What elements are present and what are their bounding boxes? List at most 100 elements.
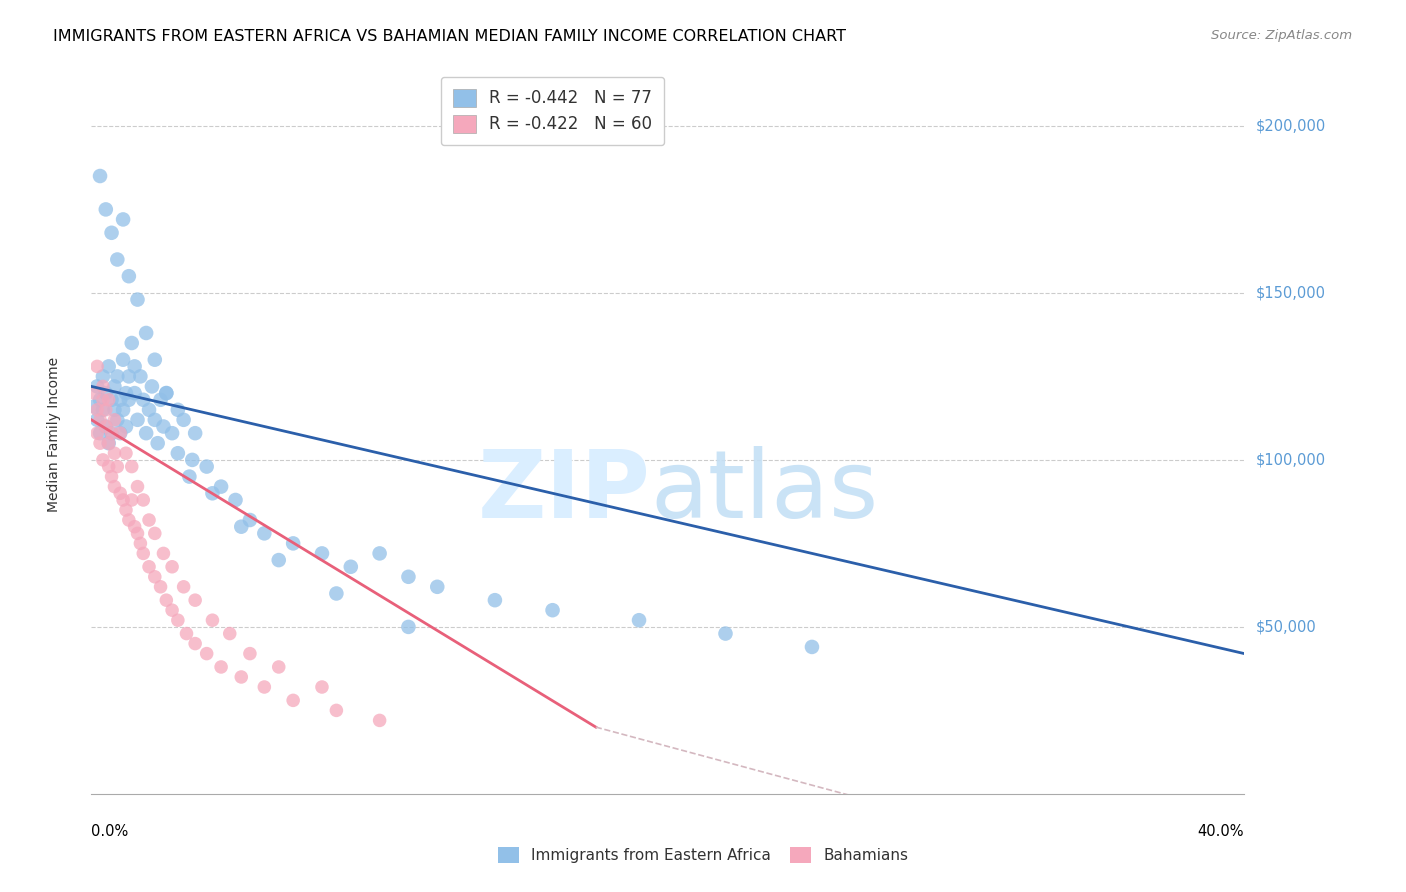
Point [83, 400, 105, 414]
Point [325, 703, 347, 717]
Point [121, 336, 143, 351]
Point [160, 426, 183, 441]
Point [89, 426, 111, 441]
Point [166, 402, 188, 417]
Point [118, 269, 141, 284]
Point [86, 402, 108, 417]
Point [132, 546, 155, 560]
Point [281, 693, 305, 707]
Point [340, 559, 363, 574]
Point [146, 436, 169, 450]
Point [97, 392, 120, 407]
Point [141, 379, 163, 393]
Point [97, 436, 120, 450]
Point [91, 392, 114, 407]
Point [86, 359, 108, 374]
Text: IMMIGRANTS FROM EASTERN AFRICA VS BAHAMIAN MEDIAN FAMILY INCOME CORRELATION CHAR: IMMIGRANTS FROM EASTERN AFRICA VS BAHAMI… [53, 29, 846, 44]
Point [89, 413, 111, 427]
Point [89, 169, 111, 183]
Point [112, 402, 135, 417]
Text: 40.0%: 40.0% [1198, 824, 1244, 839]
Point [124, 386, 146, 401]
Point [115, 386, 138, 401]
Text: ZIP: ZIP [478, 446, 651, 538]
Point [801, 640, 824, 654]
Text: Median Family Income: Median Family Income [48, 358, 62, 512]
Point [160, 559, 183, 574]
Point [124, 519, 146, 533]
Point [103, 379, 125, 393]
Point [253, 680, 276, 694]
Point [541, 603, 564, 617]
Point [201, 486, 224, 500]
Point [97, 359, 120, 374]
Point [239, 513, 262, 527]
Text: $100,000: $100,000 [1256, 452, 1326, 467]
Point [166, 446, 188, 460]
Point [91, 453, 114, 467]
Point [311, 546, 333, 560]
Point [184, 426, 207, 441]
Point [94, 202, 117, 217]
Point [103, 413, 125, 427]
Point [176, 626, 198, 640]
Point [173, 580, 195, 594]
Point [239, 647, 262, 661]
Point [112, 212, 135, 227]
Point [89, 392, 111, 407]
Point [714, 626, 737, 640]
Point [103, 446, 125, 460]
Point [121, 493, 143, 508]
Point [127, 413, 149, 427]
Text: $150,000: $150,000 [1256, 285, 1326, 301]
Point [218, 626, 240, 640]
Point [110, 486, 132, 500]
Point [124, 359, 146, 374]
Point [173, 413, 195, 427]
Point [281, 536, 305, 550]
Text: 0.0%: 0.0% [91, 824, 128, 839]
Point [110, 392, 132, 407]
Point [103, 402, 125, 417]
Point [86, 413, 108, 427]
Point [105, 252, 128, 267]
Point [267, 553, 290, 567]
Point [132, 392, 155, 407]
Point [103, 480, 125, 494]
Point [138, 513, 160, 527]
Point [86, 426, 108, 441]
Point [112, 493, 135, 508]
Point [110, 426, 132, 441]
Point [166, 613, 188, 627]
Point [118, 392, 141, 407]
Point [253, 526, 276, 541]
Point [195, 459, 218, 474]
Point [127, 526, 149, 541]
Point [143, 352, 166, 367]
Point [135, 326, 157, 340]
Point [91, 379, 114, 393]
Point [132, 493, 155, 508]
Point [100, 469, 122, 483]
Point [115, 446, 138, 460]
Point [149, 580, 172, 594]
Point [267, 660, 290, 674]
Point [231, 519, 253, 533]
Point [195, 647, 218, 661]
Point [129, 536, 152, 550]
Legend: Immigrants from Eastern Africa, Bahamians: Immigrants from Eastern Africa, Bahamian… [491, 839, 915, 871]
Point [100, 426, 122, 441]
Text: atlas: atlas [651, 446, 879, 538]
Point [135, 426, 157, 441]
Point [149, 392, 172, 407]
Point [94, 419, 117, 434]
Point [160, 603, 183, 617]
Point [368, 714, 391, 728]
Point [225, 493, 247, 508]
Point [110, 426, 132, 441]
Point [121, 459, 143, 474]
Point [209, 660, 232, 674]
Point [83, 386, 105, 401]
Point [155, 386, 177, 401]
Point [143, 570, 166, 584]
